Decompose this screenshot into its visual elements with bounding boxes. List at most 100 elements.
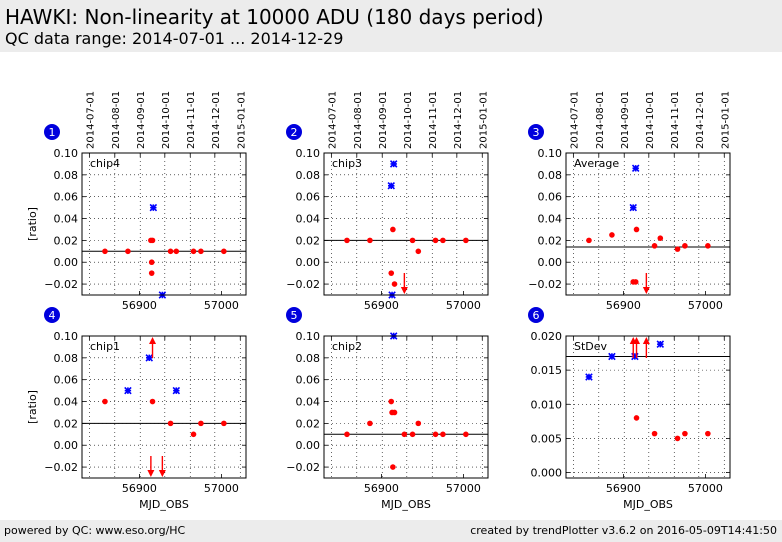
red-data-point bbox=[198, 248, 204, 255]
red-arrow-up-head bbox=[633, 337, 641, 344]
panel-number: 3 bbox=[533, 126, 540, 139]
panel-name-label: chip2 bbox=[332, 340, 362, 353]
chart-panel-3: 3 2014-07-01 2014-08-01 2014-09-01 2014-10-0… bbox=[528, 91, 731, 312]
blue-data-point bbox=[172, 386, 181, 395]
plot-frame bbox=[323, 152, 489, 296]
y-axis-label: [ratio] bbox=[26, 207, 39, 241]
date-tick-label: 2014-10-01 bbox=[645, 91, 656, 149]
panel-name-label: Average bbox=[574, 157, 619, 170]
red-data-point bbox=[682, 430, 688, 437]
y-tick-label: 0.06 bbox=[538, 191, 563, 204]
panel-name-label: chip4 bbox=[90, 157, 120, 170]
y-tick-label: 0.00 bbox=[296, 439, 321, 452]
chart-panel-4: 4 −0.02 0.00 0.02 0.04 0.06 0.08 0.10 56900 57000… bbox=[26, 307, 247, 511]
y-tick-label: 0.00 bbox=[296, 256, 321, 269]
panel-number-badge bbox=[286, 307, 302, 323]
red-data-point bbox=[391, 281, 398, 287]
panel-number-badge bbox=[528, 124, 544, 140]
red-data-point bbox=[657, 235, 664, 241]
red-data-point bbox=[190, 431, 197, 438]
chart-panel-1: 1 2014-07-01 2014-08-01 2014-09-01 2014-10-0… bbox=[26, 91, 247, 312]
date-tick-label: 2015-01-01 bbox=[478, 91, 489, 149]
plot-frame bbox=[81, 152, 247, 296]
date-tick-label: 2014-12-01 bbox=[211, 91, 222, 149]
y-tick-label: 0.08 bbox=[538, 169, 563, 182]
date-tick-label: 2014-07-01 bbox=[327, 91, 338, 149]
x-axis-label: MJD_OBS bbox=[623, 498, 673, 511]
red-data-point bbox=[367, 237, 373, 244]
red-data-point bbox=[415, 248, 422, 255]
y-tick-label: 0.08 bbox=[296, 169, 321, 182]
header-bar: HAWKI: Non-linearity at 10000 ADU (180 d… bbox=[0, 0, 782, 52]
red-data-point bbox=[432, 431, 439, 438]
x-tick-label: 56900 bbox=[364, 299, 399, 312]
red-data-point bbox=[367, 420, 373, 427]
date-tick-label: 2014-07-01 bbox=[85, 91, 96, 149]
red-data-point bbox=[632, 279, 639, 285]
date-tick-label: 2014-10-01 bbox=[161, 91, 172, 149]
x-axis-label: MJD_OBS bbox=[381, 498, 431, 511]
red-arrow-down-head bbox=[400, 287, 408, 294]
y-tick-label: 0.06 bbox=[54, 191, 79, 204]
red-arrow-up-head bbox=[149, 337, 157, 344]
y-tick-label: 0.020 bbox=[531, 330, 563, 343]
red-data-point bbox=[173, 248, 180, 255]
red-data-point bbox=[148, 259, 155, 266]
date-tick-label: 2015-01-01 bbox=[236, 91, 247, 149]
y-tick-label: 0.04 bbox=[54, 396, 79, 409]
red-data-point bbox=[221, 420, 227, 427]
y-tick-label: −0.02 bbox=[286, 278, 320, 291]
date-tick-label: 2014-12-01 bbox=[695, 91, 706, 149]
y-tick-label: 0.02 bbox=[54, 234, 79, 247]
date-tick-label: 2014-12-01 bbox=[453, 91, 464, 149]
blue-data-point bbox=[124, 386, 132, 395]
y-tick-label: 0.08 bbox=[54, 352, 79, 365]
red-data-point bbox=[705, 243, 711, 249]
y-tick-label: 0.00 bbox=[54, 439, 79, 452]
red-data-point bbox=[102, 248, 108, 255]
date-tick-label: 2014-09-01 bbox=[136, 91, 147, 149]
y-tick-label: 0.04 bbox=[538, 213, 563, 226]
blue-data-point bbox=[608, 352, 616, 361]
date-tick-label: 2014-11-01 bbox=[428, 91, 439, 149]
blue-data-point bbox=[631, 352, 639, 361]
date-tick-label: 2014-08-01 bbox=[111, 91, 122, 149]
panel-number-badge bbox=[44, 307, 60, 323]
red-data-point bbox=[440, 431, 446, 438]
red-arrow-down-head bbox=[158, 470, 166, 477]
panel-number: 4 bbox=[49, 309, 56, 322]
x-tick-label: 57000 bbox=[688, 299, 723, 312]
y-tick-label: 0.10 bbox=[296, 147, 321, 160]
y-tick-label: 0.08 bbox=[54, 169, 79, 182]
red-data-point bbox=[651, 430, 658, 437]
red-data-point bbox=[190, 248, 197, 255]
panel-number: 1 bbox=[49, 126, 56, 139]
blue-data-point bbox=[629, 203, 638, 212]
y-tick-label: 0.005 bbox=[531, 432, 563, 445]
red-data-point bbox=[682, 243, 688, 249]
red-data-point bbox=[391, 409, 398, 416]
red-data-point bbox=[344, 431, 350, 438]
x-tick-label: 57000 bbox=[446, 482, 481, 495]
red-data-point bbox=[149, 398, 156, 405]
red-data-point bbox=[198, 420, 204, 427]
y-tick-label: 0.10 bbox=[54, 147, 79, 160]
date-tick-label: 2014-11-01 bbox=[670, 91, 681, 149]
blue-data-point bbox=[149, 203, 158, 212]
y-tick-label: −0.02 bbox=[286, 461, 320, 474]
panel-number-badge bbox=[44, 124, 60, 140]
chart-panel-5: 5 −0.02 0.00 0.02 0.04 0.06 0.08 0.10 56900 57000… bbox=[286, 307, 489, 511]
footer-generator: created by trendPlotter v3.6.2 on 2016-0… bbox=[470, 524, 777, 537]
red-arrow-down-head bbox=[642, 287, 650, 294]
red-data-point bbox=[390, 464, 396, 470]
footer-bar: powered by QC: www.eso.org/HC created by… bbox=[0, 520, 782, 542]
date-tick-label: 2014-09-01 bbox=[620, 91, 631, 149]
x-tick-label: 56900 bbox=[122, 482, 157, 495]
y-tick-label: 0.06 bbox=[54, 374, 79, 387]
y-tick-label: 0.10 bbox=[296, 330, 321, 343]
blue-data-point bbox=[585, 373, 593, 381]
panel-number-badge bbox=[528, 307, 544, 323]
red-data-point bbox=[463, 431, 469, 438]
y-tick-label: 0.02 bbox=[538, 234, 563, 247]
